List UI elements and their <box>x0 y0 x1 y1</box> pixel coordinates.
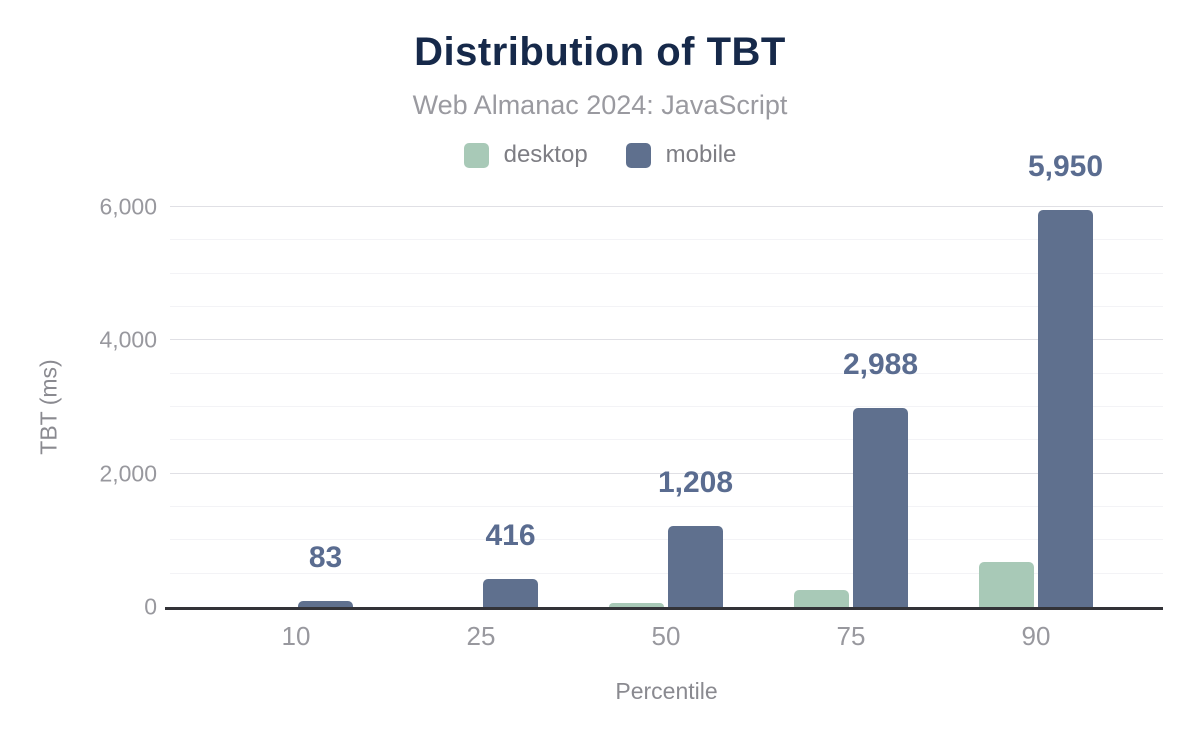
gridline-minor-1000 <box>170 539 1163 541</box>
x-tick-label-10: 10 <box>281 621 311 651</box>
y-tick-label-6000: 6,000 <box>99 193 157 220</box>
bar-desktop-p90 <box>979 562 1034 607</box>
gridline-minor-2500 <box>170 439 1163 441</box>
legend-label: mobile <box>665 141 737 168</box>
bar-mobile-p50 <box>668 526 723 607</box>
x-tick-label-75: 75 <box>836 621 866 651</box>
value-label-mobile-p75: 2,988 <box>842 347 919 381</box>
gridline-minor-4500 <box>170 306 1163 307</box>
plot-area: 0 2,000 4,000 6,000 83 10 416 25 1,208 50 2,988 75 5… <box>99 152 1163 651</box>
x-tick-label-25: 25 <box>466 621 496 651</box>
legend-swatch-desktop <box>463 142 489 168</box>
bar-mobile-p90 <box>1038 210 1093 607</box>
gridline-minor-3000 <box>170 406 1163 407</box>
gridline-major-6000 <box>170 206 1163 207</box>
bar-mobile-p25 <box>483 579 538 607</box>
y-tick-label-2000: 2,000 <box>99 460 157 487</box>
bar-desktop-p75 <box>794 589 849 607</box>
y-axis-title: TBT (ms) <box>35 359 62 455</box>
legend-item-desktop: desktop <box>463 141 588 169</box>
gridline-minor-5500 <box>170 239 1163 241</box>
x-axis-line <box>165 607 1163 610</box>
x-tick-label-50: 50 <box>651 621 681 651</box>
value-label-mobile-p50: 1,208 <box>657 466 734 500</box>
value-label-mobile-p90: 5,950 <box>1027 150 1104 184</box>
bar-mobile-p75 <box>853 407 908 607</box>
gridline-major-2000 <box>170 472 1163 474</box>
legend: desktop mobile <box>0 141 1200 169</box>
chart-title: Distribution of TBT <box>414 30 786 74</box>
value-label-mobile-p10: 83 <box>308 541 343 575</box>
bar-mobile-p10 <box>298 601 353 607</box>
x-tick-label-90: 90 <box>1021 621 1051 651</box>
gridline-minor-500 <box>170 572 1163 574</box>
gridline-minor-5000 <box>170 272 1163 274</box>
y-tick-label-4000: 4,000 <box>99 326 157 353</box>
legend-swatch-mobile <box>625 142 651 168</box>
legend-label: desktop <box>503 141 588 168</box>
value-label-mobile-p25: 416 <box>485 519 536 553</box>
x-axis-title: Percentile <box>615 678 718 704</box>
gridline-minor-1500 <box>170 506 1163 507</box>
gridline-major-4000 <box>170 339 1163 341</box>
chart-subtitle: Web Almanac 2024: JavaScript <box>412 90 788 120</box>
bar-desktop-p50 <box>609 602 664 607</box>
gridline-minor-3500 <box>170 372 1163 374</box>
y-tick-label-0: 0 <box>144 593 157 620</box>
legend-item-mobile: mobile <box>625 141 737 169</box>
